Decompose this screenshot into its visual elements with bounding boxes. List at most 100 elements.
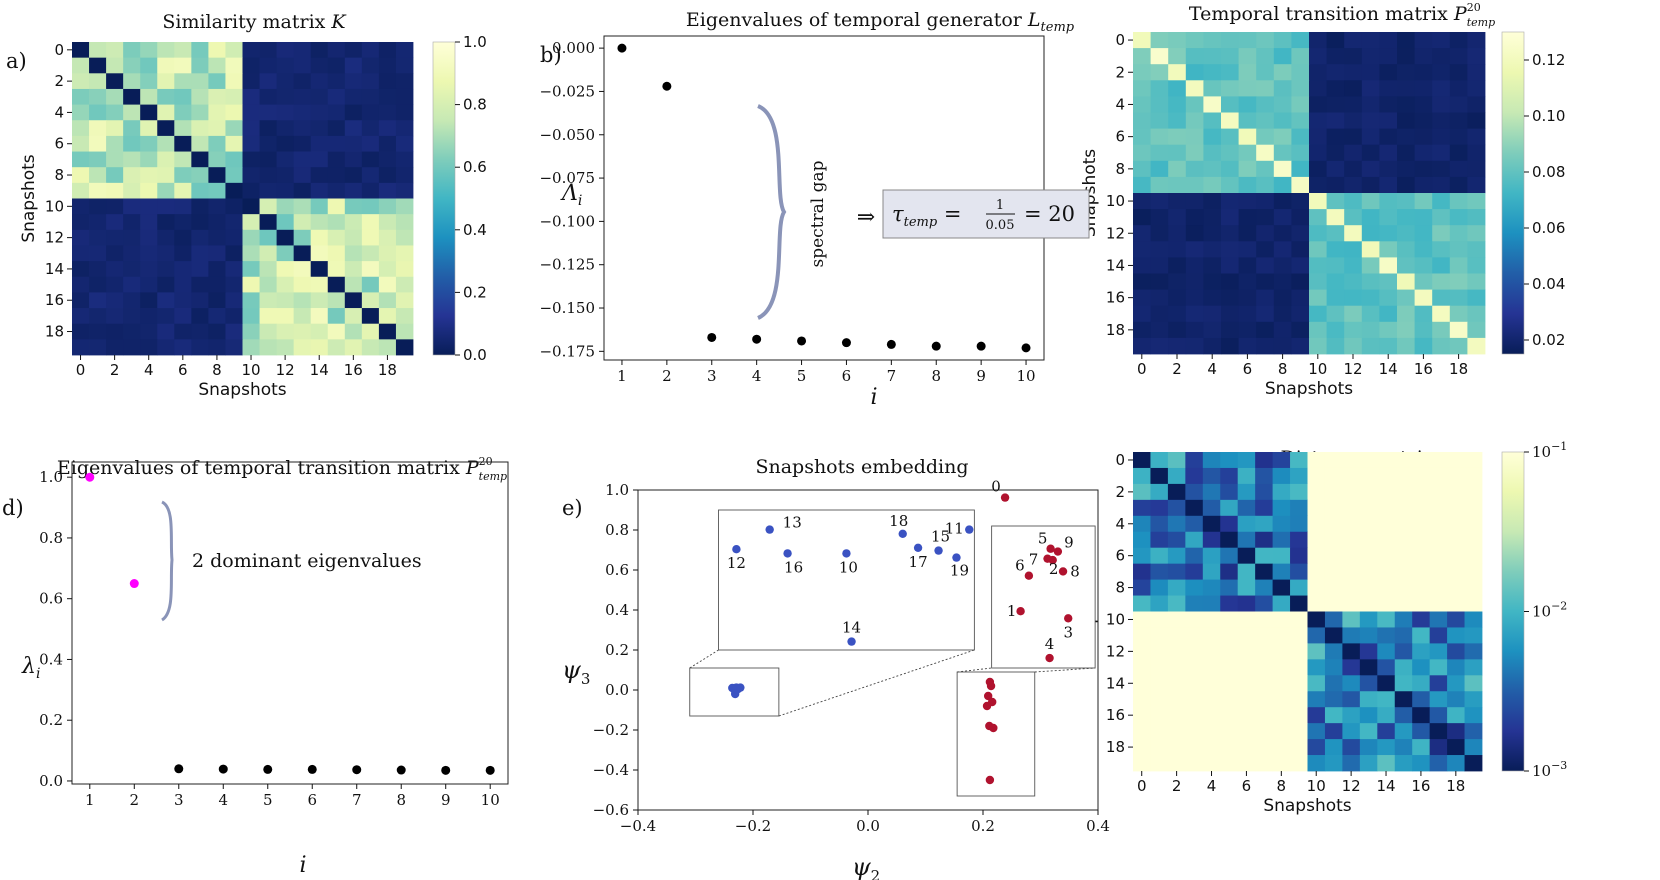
heatmap-cell	[327, 323, 346, 340]
heatmap-cell	[1256, 241, 1275, 258]
heatmap-cell	[106, 167, 124, 184]
heatmap-cell	[72, 214, 90, 231]
heatmap-cell	[1412, 627, 1431, 644]
heatmap-cell	[1379, 209, 1398, 226]
heatmap-cell	[1397, 32, 1415, 49]
heatmap-cell	[1272, 467, 1291, 485]
heatmap-cell	[1397, 160, 1415, 178]
heatmap-cell	[208, 276, 226, 293]
x-tick-label: 9	[441, 791, 451, 809]
heatmap-cell	[1290, 547, 1308, 565]
heatmap-cell	[1221, 128, 1239, 146]
heatmap-cell	[1342, 755, 1361, 772]
inset-point-red	[1053, 547, 1063, 556]
heatmap-cell	[1394, 452, 1413, 469]
y-tick-label: 6	[1115, 128, 1125, 146]
heatmap-cell	[1429, 755, 1448, 772]
heatmap-cell	[276, 104, 295, 121]
embedding-point-red	[982, 701, 992, 711]
heatmap-cell	[72, 323, 90, 340]
formula-rhs: = 20	[1024, 202, 1075, 226]
heatmap-cell	[1255, 691, 1273, 708]
heatmap-cell	[361, 308, 380, 325]
heatmap-cell	[1449, 32, 1468, 49]
heatmap-cell	[1447, 755, 1465, 772]
heatmap-cell	[1167, 611, 1186, 628]
heatmap-cell	[1377, 739, 1396, 756]
heatmap-cell	[1361, 32, 1380, 49]
heatmap-cell	[140, 42, 158, 59]
heatmap-cell	[1238, 96, 1257, 113]
heatmap-cell	[1429, 531, 1448, 549]
heatmap-cell	[1238, 32, 1257, 49]
heatmap-cell	[344, 88, 363, 105]
heatmap-cell	[1467, 337, 1486, 355]
heatmap-cell	[208, 57, 226, 74]
heatmap-cell	[140, 261, 158, 278]
heatmap-cell	[259, 104, 277, 121]
heatmap-cell	[1220, 499, 1239, 517]
heatmap-cell	[89, 261, 107, 278]
heatmap-cell	[276, 135, 295, 152]
heatmap-cell	[1150, 707, 1169, 724]
y-tick-label: 8	[54, 166, 64, 184]
heatmap-cell	[1150, 723, 1169, 740]
heatmap-cell	[1290, 499, 1308, 517]
heatmap-cell	[1202, 739, 1221, 756]
heatmap-cell	[1412, 691, 1431, 708]
heatmap-cell	[106, 73, 124, 90]
heatmap-cell	[1133, 321, 1151, 339]
heatmap-cell	[1307, 739, 1326, 756]
heatmap-cell	[174, 308, 192, 325]
heatmap-cell	[1150, 499, 1169, 517]
heatmap-cell	[276, 88, 295, 105]
heatmap-cell	[123, 104, 141, 121]
heatmap-cell	[1133, 48, 1151, 65]
heatmap-cell	[1167, 467, 1186, 485]
heatmap-cell	[361, 292, 380, 309]
heatmap-cell	[140, 167, 158, 184]
heatmap-cell	[1221, 64, 1239, 81]
x-tick-label: 4	[1207, 777, 1217, 795]
heatmap-cell	[395, 57, 414, 74]
dominant-eigenvalue-point	[129, 579, 139, 589]
heatmap-cell	[242, 135, 260, 152]
heatmap-cell	[191, 339, 209, 356]
heatmap-cell	[1377, 483, 1396, 501]
heatmap-cell	[242, 167, 260, 184]
heatmap-cell	[276, 245, 295, 262]
heatmap-cell	[1150, 755, 1169, 772]
heatmap-cell	[1342, 452, 1361, 469]
heatmap-cell	[1447, 659, 1465, 676]
heatmap-cell	[1238, 176, 1257, 194]
heatmap-cell	[1150, 273, 1169, 290]
heatmap-cell	[1344, 80, 1363, 97]
x-tick-label: 4	[218, 791, 228, 809]
heatmap-cell	[1397, 209, 1415, 226]
y-tick-label: 2	[1115, 483, 1125, 501]
spectral-gap-label: spectral gap	[808, 160, 828, 267]
heatmap-cell	[1467, 193, 1486, 210]
title-b: Eigenvalues of temporal generator Ltemp	[686, 9, 1075, 35]
heatmap-cell	[1359, 691, 1378, 708]
heatmap-cell	[1432, 241, 1451, 258]
inset-point-blue	[732, 545, 741, 554]
heatmap-cell	[1185, 739, 1204, 756]
heatmap-cell	[1309, 32, 1327, 49]
colorbar-tick-label: 10−2	[1532, 600, 1567, 621]
heatmap-cell	[140, 214, 158, 231]
heatmap-cell	[1394, 643, 1413, 660]
heatmap-cell	[1377, 723, 1396, 740]
heatmap-cell	[1307, 595, 1326, 612]
heatmap-cell	[1168, 80, 1187, 97]
heatmap-cell	[1150, 337, 1169, 355]
heatmap-cell	[1324, 627, 1343, 644]
x-tick-label: 0.2	[971, 817, 995, 835]
heatmap-cell	[1326, 241, 1345, 258]
heatmap-cell	[1273, 128, 1292, 146]
heatmap-cell	[378, 167, 397, 184]
inset-label-blue: 15	[931, 528, 950, 546]
heatmap-cell	[1412, 499, 1431, 517]
zoom-source-box-blue	[689, 667, 780, 717]
heatmap-cell	[1377, 452, 1396, 469]
